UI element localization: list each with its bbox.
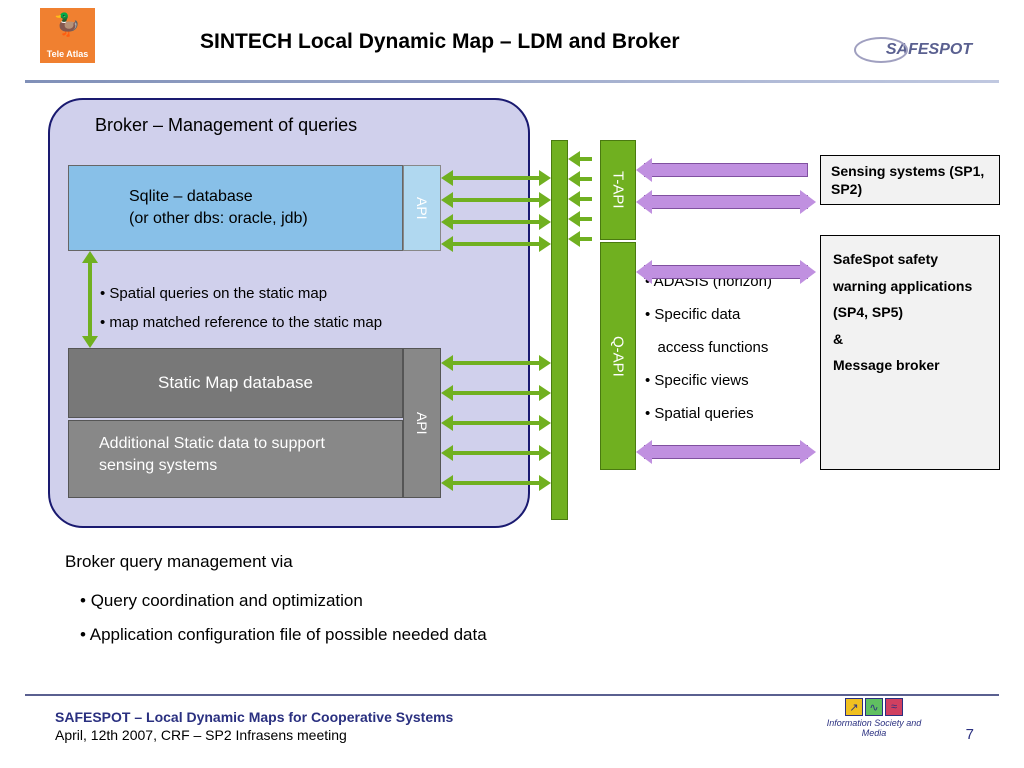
page-number: 7: [966, 726, 974, 743]
footer-b2: Application configuration file of possib…: [80, 618, 487, 652]
broker-bullet-1: Spatial queries on the static map: [100, 280, 382, 309]
safespot-apps-box: SafeSpot safety warning applications (SP…: [820, 235, 1000, 470]
safespot-l2: (SP4, SP5): [833, 299, 987, 326]
footer-b1: Query coordination and optimization: [80, 584, 487, 618]
arrow-sqlite-2: [441, 192, 551, 208]
footer-intro: Broker query management via: [65, 545, 487, 579]
footer-date: April, 12th 2007, CRF – SP2 Infrasens me…: [55, 727, 453, 743]
sqlite-line1: Sqlite – database: [129, 188, 253, 205]
static-api-label: API: [403, 348, 441, 498]
sqlite-api-label: API: [403, 165, 441, 251]
arrow-tapi-2: [568, 172, 600, 186]
arrow-vertical-db: [80, 251, 100, 348]
header-divider: [25, 80, 999, 83]
safespot-l3: &: [833, 326, 987, 353]
arrow-sqlite-1: [441, 170, 551, 186]
qapi-bullets: ADASIS (horizon) Specific data access fu…: [645, 265, 772, 430]
sensing-systems-box: Sensing systems (SP1, SP2): [820, 155, 1000, 205]
qapi-b2: Specific data access functions: [645, 298, 772, 364]
safespot-l4: Message broker: [833, 352, 987, 379]
static-map-box: Static Map database: [68, 348, 403, 418]
arrow-static-2: [441, 385, 551, 401]
footer-divider: [25, 694, 999, 696]
arrow-safespot-1: [636, 260, 816, 284]
q-api-box: Q-API: [600, 242, 636, 470]
arrow-tapi-5: [568, 232, 600, 246]
t-api-box: T-API: [600, 140, 636, 240]
arrow-static-1: [441, 355, 551, 371]
arrow-sensing-in: [636, 158, 816, 182]
slide-header: Tele Atlas SINTECH Local Dynamic Map – L…: [0, 0, 1024, 80]
sqlite-line2: (or other dbs: oracle, jdb): [129, 210, 308, 227]
arrow-sensing-bi: [636, 190, 816, 214]
arrow-tapi-1: [568, 152, 600, 166]
broker-title: Broker – Management of queries: [95, 115, 357, 136]
slide-title: SINTECH Local Dynamic Map – LDM and Brok…: [200, 30, 680, 54]
additional-data-box: Additional Static data to support sensin…: [68, 420, 403, 498]
arrow-static-4: [441, 445, 551, 461]
arrow-sqlite-4: [441, 236, 551, 252]
arrow-sqlite-3: [441, 214, 551, 230]
footer-body-text: Broker query management via Query coordi…: [65, 545, 487, 652]
sqlite-database-box: Sqlite – database (or other dbs: oracle,…: [68, 165, 403, 251]
safespot-l1: SafeSpot safety warning applications: [833, 246, 987, 299]
broker-bullets: Spatial queries on the static map map ma…: [100, 280, 382, 337]
arrow-static-3: [441, 415, 551, 431]
green-vertical-bar: [551, 140, 568, 520]
safespot-logo: SAFESPOT: [859, 30, 999, 70]
info-society-logo: ↗ ∿ ≈ Information Society and Media: [814, 698, 934, 743]
footer-left: SAFESPOT – Local Dynamic Maps for Cooper…: [55, 709, 453, 743]
qapi-b4: Spatial queries: [645, 397, 772, 430]
arrow-tapi-4: [568, 212, 600, 226]
footer-project: SAFESPOT – Local Dynamic Maps for Cooper…: [55, 709, 453, 725]
arrow-static-5: [441, 475, 551, 491]
broker-bullet-2: map matched reference to the static map: [100, 309, 382, 338]
qapi-b3: Specific views: [645, 364, 772, 397]
teleatlas-logo: Tele Atlas: [40, 8, 95, 63]
arrow-tapi-3: [568, 192, 600, 206]
arrow-safespot-2: [636, 440, 816, 464]
